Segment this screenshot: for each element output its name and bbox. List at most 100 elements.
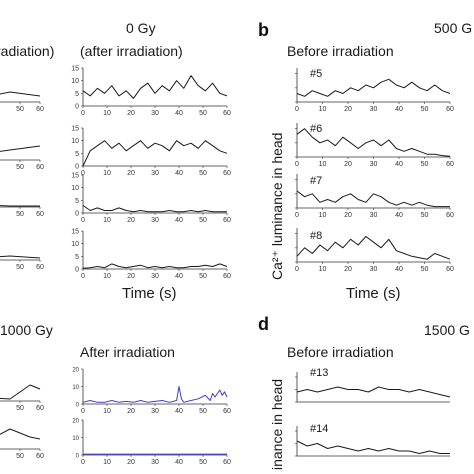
- trace-plot: 0 10 20 30 40 50 60 #8: [295, 228, 454, 273]
- dose-label-d: 1500 G: [424, 322, 470, 338]
- y-tick-label: 15: [71, 66, 79, 73]
- y-tick-label: 10: [72, 436, 79, 442]
- panel-label-b: b: [258, 20, 269, 40]
- y-axis-label-d: inance in head: [269, 379, 285, 470]
- x-tick-label: 40: [175, 408, 183, 415]
- x-tick-label: 40: [175, 170, 183, 177]
- x-tick-label: 40: [175, 217, 183, 224]
- x-tick-label: 20: [127, 110, 135, 117]
- x-tick-label: 30: [151, 110, 159, 117]
- x-tick-label: 30: [151, 170, 159, 177]
- x-tick-label: 60: [446, 106, 454, 113]
- y-tick-label: 20: [72, 368, 79, 374]
- x-tick-label: 0: [81, 273, 85, 280]
- x-tick-label: 30: [370, 106, 378, 113]
- x-tick-label: 0: [81, 170, 85, 177]
- x-tick-label: 60: [223, 217, 231, 224]
- x-tick-label: 60: [36, 211, 44, 218]
- trace-line: [82, 140, 228, 167]
- x-tick-label: 40: [395, 266, 403, 273]
- trace-plot: 50 60: [0, 384, 44, 412]
- x-tick-label: 0: [295, 266, 299, 273]
- y-tick-label: 10: [72, 385, 79, 391]
- x-tick-label: 30: [370, 266, 378, 273]
- trace-line: [82, 204, 227, 213]
- dose-label-c: 1000 Gy: [0, 322, 53, 338]
- x-tick-label: 50: [199, 459, 207, 466]
- trace-line: [0, 428, 41, 440]
- trace-line: [296, 190, 450, 208]
- x-tick-label: 20: [127, 170, 135, 177]
- before-heading-b: Before irradiation: [287, 43, 394, 59]
- y-tick-label: 5: [75, 91, 79, 98]
- x-tick-label: 20: [127, 217, 135, 224]
- y-tick-label: 20: [72, 419, 79, 425]
- x-tick-label: 60: [36, 405, 44, 412]
- trace-plot: 0 10 20 30 40 50 60 #6: [295, 123, 454, 168]
- x-tick-label: 60: [223, 273, 231, 280]
- y-tick-label: 5: [75, 254, 79, 261]
- x-tick-label: 60: [446, 212, 454, 219]
- x-tick-label: 40: [175, 459, 183, 466]
- y-tick-label: 10: [71, 185, 79, 192]
- x-tick-label: 0: [81, 110, 85, 117]
- x-tick-label: 50: [16, 405, 24, 412]
- y-tick-label: 0: [76, 454, 80, 460]
- x-tick-label: 10: [103, 459, 111, 466]
- x-tick-label: 60: [36, 164, 44, 171]
- trace-line: [296, 236, 451, 260]
- x-tick-label: 60: [36, 453, 44, 460]
- x-tick-label: 50: [199, 110, 207, 117]
- trace-id-label: #5: [310, 68, 322, 80]
- chart-panel-5: 50 60 50 60: [0, 384, 44, 460]
- x-tick-label: 0: [81, 217, 85, 224]
- x-tick-label: 50: [16, 164, 24, 171]
- dose-label-b: 500 G: [434, 20, 472, 36]
- x-tick-label: 50: [199, 170, 207, 177]
- x-tick-label: 60: [223, 459, 231, 466]
- y-tick-label: 10: [71, 78, 79, 85]
- trace-id-label: #13: [310, 367, 328, 379]
- x-tick-label: 60: [223, 110, 231, 117]
- trace-plot: 0 10 20 30 40 50 60 #7: [295, 174, 454, 219]
- x-tick-label: 30: [151, 217, 159, 224]
- x-tick-label: 40: [175, 273, 183, 280]
- trace-plot: 0 10 20 0 10 20 30 40 50 60: [72, 419, 231, 467]
- x-tick-label: 50: [421, 266, 429, 273]
- x-tick-label: 20: [344, 106, 352, 113]
- x-tick-label: 50: [16, 264, 24, 271]
- x-tick-label: 30: [151, 459, 159, 466]
- x-tick-label: 0: [295, 161, 299, 168]
- trace-plot: 50 60: [0, 428, 44, 460]
- x-tick-label: 10: [319, 266, 327, 273]
- figure-text: 0 Gy radiation) (after irradiation) b 50…: [0, 20, 472, 470]
- before-heading-d: Before irradiation: [287, 344, 394, 360]
- x-tick-label: 20: [127, 408, 135, 415]
- y-tick-label: 10: [71, 138, 79, 145]
- x-tick-label: 20: [344, 212, 352, 219]
- trace-line: [296, 128, 451, 157]
- x-tick-label: 50: [421, 161, 429, 168]
- x-tick-label: 10: [103, 408, 111, 415]
- y-tick-label: 10: [71, 241, 79, 248]
- x-tick-label: 30: [151, 273, 159, 280]
- x-tick-label: 40: [395, 106, 403, 113]
- x-tick-label: 20: [344, 266, 352, 273]
- x-tick-label: 30: [370, 212, 378, 219]
- x-tick-label: 0: [295, 106, 299, 113]
- time-axis-label-b: Time (s): [346, 285, 400, 302]
- trace-plot: 50 60: [0, 255, 44, 271]
- x-tick-label: 50: [421, 106, 429, 113]
- x-tick-label: 40: [175, 110, 183, 117]
- trace-id-label: #6: [310, 123, 322, 135]
- x-tick-label: 10: [319, 161, 327, 168]
- y-tick-label: 15: [71, 173, 79, 180]
- trace-line: [296, 386, 451, 398]
